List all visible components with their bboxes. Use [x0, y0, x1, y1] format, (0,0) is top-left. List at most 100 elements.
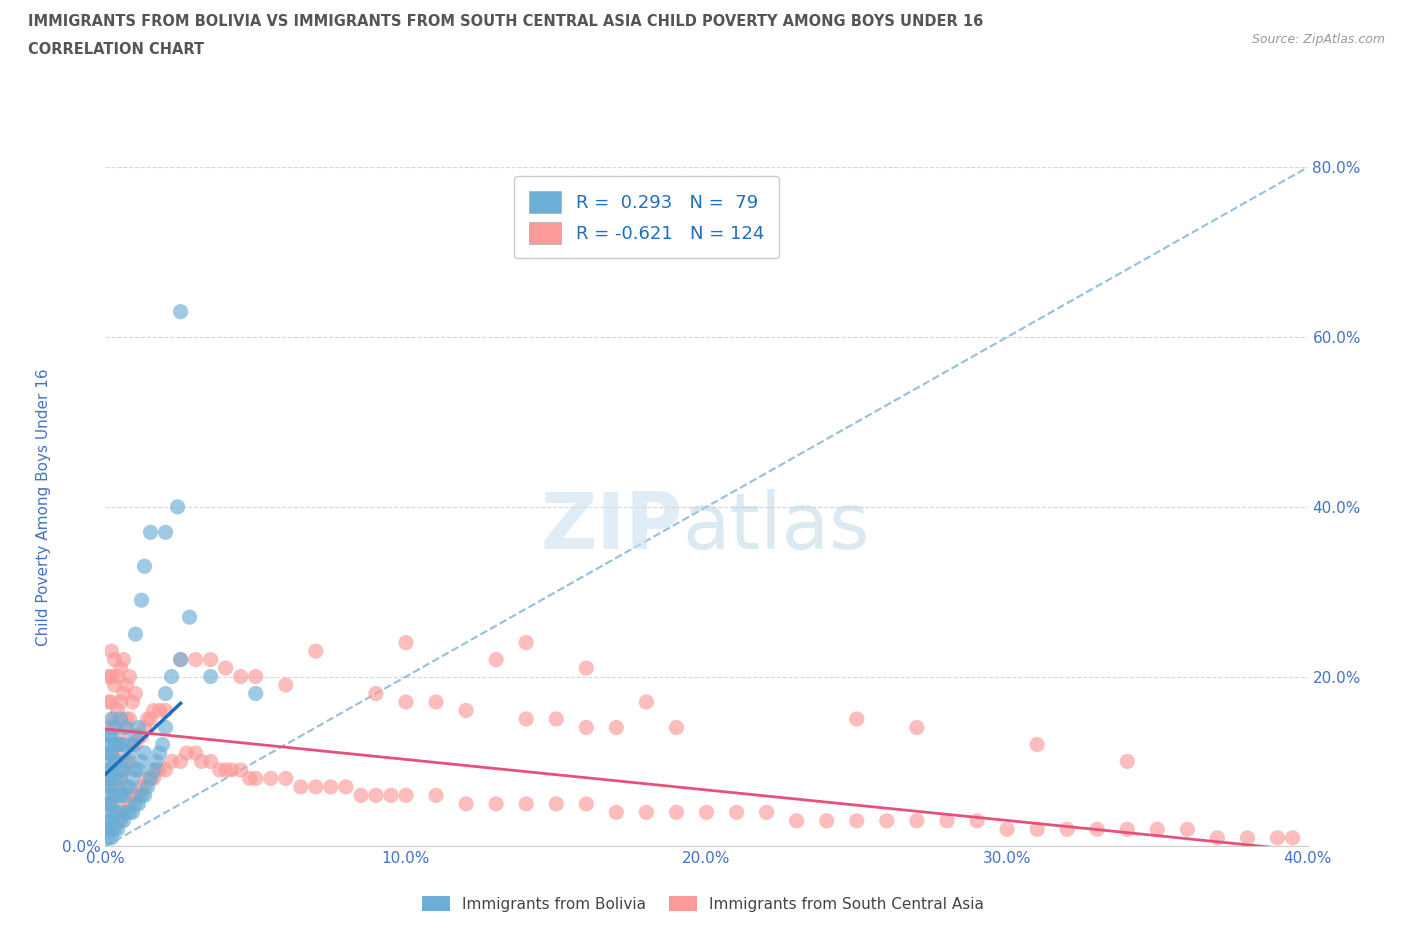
Point [112, 686, 135, 701]
Point [124, 686, 146, 701]
Point [1026, 737, 1049, 752]
Point [936, 814, 959, 829]
Point [112, 652, 135, 667]
Point [115, 805, 138, 820]
Point [128, 788, 150, 803]
Point [103, 814, 125, 829]
Legend: Immigrants from Bolivia, Immigrants from South Central Asia: Immigrants from Bolivia, Immigrants from… [416, 889, 990, 918]
Point [605, 720, 627, 735]
Text: atlas: atlas [682, 489, 870, 565]
Point [575, 796, 598, 811]
Point [575, 720, 598, 735]
Point [110, 711, 132, 726]
Point [169, 652, 191, 667]
Point [815, 814, 838, 829]
Point [97, 728, 120, 743]
Point [103, 822, 125, 837]
Point [214, 763, 236, 777]
Point [97, 720, 120, 735]
Point [364, 788, 387, 803]
Point [121, 788, 143, 803]
Point [636, 805, 658, 820]
Point [290, 779, 312, 794]
Point [179, 610, 201, 625]
Point [128, 796, 150, 811]
Point [166, 499, 188, 514]
Point [100, 763, 122, 777]
Point [124, 796, 146, 811]
Point [395, 695, 418, 710]
Point [454, 703, 477, 718]
Point [515, 635, 537, 650]
Point [100, 822, 122, 837]
Point [876, 814, 898, 829]
Point [103, 746, 125, 761]
Point [131, 592, 153, 607]
Point [97, 746, 120, 761]
Point [134, 559, 156, 574]
Point [112, 720, 135, 735]
Point [905, 814, 928, 829]
Point [1146, 822, 1168, 837]
Point [425, 788, 447, 803]
Point [110, 788, 132, 803]
Point [107, 814, 129, 829]
Point [148, 763, 170, 777]
Point [155, 720, 177, 735]
Point [118, 796, 141, 811]
Point [110, 814, 132, 829]
Point [1206, 830, 1229, 845]
Point [245, 686, 267, 701]
Point [274, 771, 297, 786]
Point [1267, 830, 1289, 845]
Point [305, 779, 328, 794]
Point [100, 746, 122, 761]
Point [118, 746, 141, 761]
Point [118, 779, 141, 794]
Point [786, 814, 808, 829]
Point [121, 805, 143, 820]
Point [229, 763, 252, 777]
Point [169, 652, 191, 667]
Point [239, 771, 262, 786]
Point [97, 830, 120, 845]
Text: IMMIGRANTS FROM BOLIVIA VS IMMIGRANTS FROM SOUTH CENTRAL ASIA CHILD POVERTY AMON: IMMIGRANTS FROM BOLIVIA VS IMMIGRANTS FR… [28, 14, 983, 29]
Point [515, 796, 537, 811]
Point [184, 746, 207, 761]
Point [97, 737, 120, 752]
Point [103, 678, 125, 693]
Point [665, 720, 688, 735]
Point [546, 796, 568, 811]
Point [995, 822, 1018, 837]
Point [115, 678, 138, 693]
Point [134, 788, 156, 803]
Point [107, 670, 129, 684]
Point [100, 711, 122, 726]
Point [110, 771, 132, 786]
Point [100, 796, 122, 811]
Point [112, 763, 135, 777]
Point [112, 737, 135, 752]
Point [107, 737, 129, 752]
Point [124, 728, 146, 743]
Point [725, 805, 748, 820]
Point [155, 525, 177, 539]
Point [115, 754, 138, 769]
Point [118, 754, 141, 769]
Point [107, 703, 129, 718]
Point [905, 720, 928, 735]
Legend: R =  0.293   N =  79, R = -0.621   N = 124: R = 0.293 N = 79, R = -0.621 N = 124 [515, 177, 779, 259]
Point [1175, 822, 1198, 837]
Point [97, 779, 120, 794]
Point [110, 660, 132, 675]
Point [124, 763, 146, 777]
Point [121, 771, 143, 786]
Text: Source: ZipAtlas.com: Source: ZipAtlas.com [1251, 33, 1385, 46]
Point [1085, 822, 1108, 837]
Point [696, 805, 718, 820]
Point [142, 763, 165, 777]
Point [97, 695, 120, 710]
Point [169, 754, 191, 769]
Point [636, 695, 658, 710]
Point [148, 703, 170, 718]
